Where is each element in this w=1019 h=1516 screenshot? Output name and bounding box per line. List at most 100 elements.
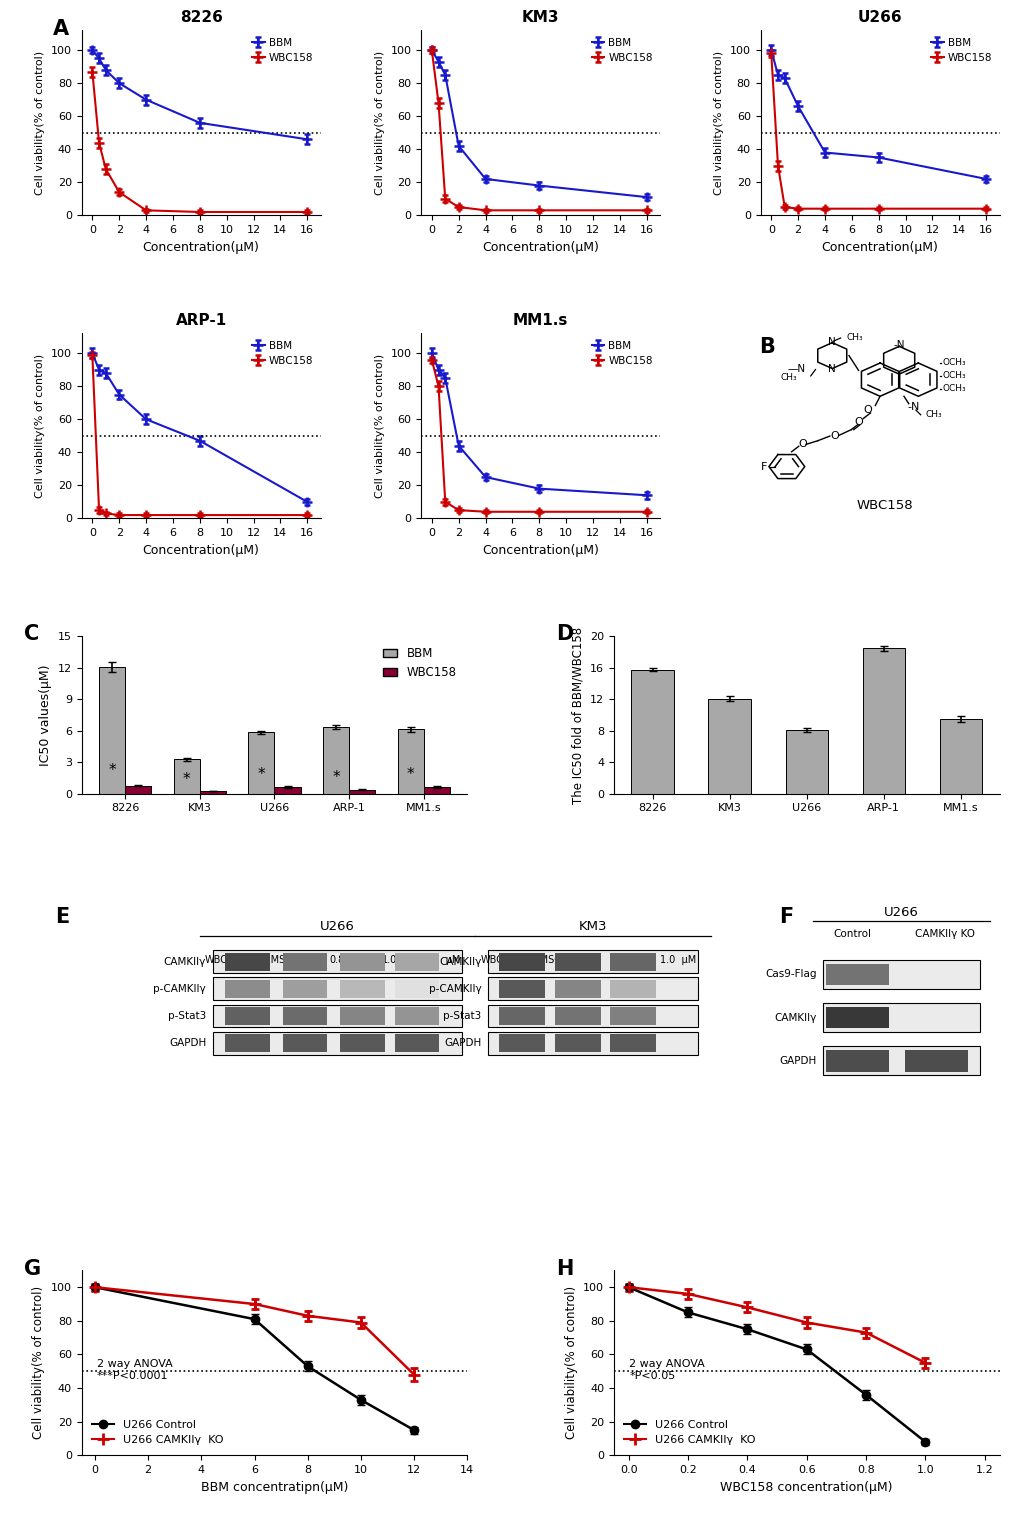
Text: H: H bbox=[555, 1260, 573, 1280]
Bar bbox=[785, 731, 827, 794]
X-axis label: WBC158 concentration(μM): WBC158 concentration(μM) bbox=[719, 1481, 892, 1493]
FancyBboxPatch shape bbox=[213, 1032, 462, 1055]
FancyBboxPatch shape bbox=[282, 979, 327, 998]
Text: N: N bbox=[827, 337, 836, 347]
X-axis label: Concentration(μM): Concentration(μM) bbox=[143, 544, 259, 556]
Text: GAPDH: GAPDH bbox=[444, 1038, 481, 1048]
Text: OCH₃: OCH₃ bbox=[942, 358, 965, 367]
Text: O: O bbox=[853, 417, 862, 428]
Title: 8226: 8226 bbox=[179, 11, 222, 24]
Bar bbox=[397, 729, 423, 794]
Text: OCH₃: OCH₃ bbox=[942, 371, 965, 381]
Text: C: C bbox=[23, 625, 39, 644]
Bar bbox=[274, 787, 301, 794]
FancyBboxPatch shape bbox=[339, 1034, 384, 1052]
FancyBboxPatch shape bbox=[282, 1034, 327, 1052]
Text: 0.8: 0.8 bbox=[329, 955, 344, 966]
FancyBboxPatch shape bbox=[282, 952, 327, 970]
Y-axis label: Cell viability(% of control): Cell viability(% of control) bbox=[374, 50, 384, 196]
Text: U266: U266 bbox=[320, 920, 355, 934]
FancyBboxPatch shape bbox=[339, 952, 384, 970]
Text: —N: —N bbox=[787, 364, 805, 374]
FancyBboxPatch shape bbox=[554, 952, 601, 970]
Text: p-CAMKIIγ: p-CAMKIIγ bbox=[428, 984, 481, 994]
X-axis label: BBM concentratipn(μM): BBM concentratipn(μM) bbox=[201, 1481, 347, 1493]
Title: KM3: KM3 bbox=[522, 11, 558, 24]
Legend: BBM, WBC158: BBM, WBC158 bbox=[928, 35, 994, 65]
Bar bbox=[248, 732, 274, 794]
Bar bbox=[708, 699, 750, 794]
X-axis label: Concentration(μM): Concentration(μM) bbox=[143, 241, 259, 253]
Title: ARP-1: ARP-1 bbox=[175, 314, 226, 327]
FancyBboxPatch shape bbox=[394, 1034, 439, 1052]
Text: *: * bbox=[182, 772, 191, 787]
Text: GAPDH: GAPDH bbox=[779, 1057, 816, 1066]
FancyBboxPatch shape bbox=[498, 1007, 544, 1025]
FancyBboxPatch shape bbox=[394, 1007, 439, 1025]
Text: -N: -N bbox=[893, 341, 904, 350]
Text: Control: Control bbox=[833, 929, 870, 938]
X-axis label: Concentration(μM): Concentration(μM) bbox=[482, 544, 598, 556]
Text: N: N bbox=[827, 364, 836, 374]
Y-axis label: IC50 values(μM): IC50 values(μM) bbox=[39, 664, 52, 766]
Text: OCH₃: OCH₃ bbox=[942, 385, 965, 393]
Text: WBC158: WBC158 bbox=[480, 955, 522, 966]
Text: 1.2  μM: 1.2 μM bbox=[424, 955, 460, 966]
Legend: BBM, WBC158: BBM, WBC158 bbox=[589, 338, 654, 368]
Text: CH₃: CH₃ bbox=[781, 373, 797, 382]
Text: 1.0  μM: 1.0 μM bbox=[659, 955, 696, 966]
FancyBboxPatch shape bbox=[488, 1005, 697, 1028]
FancyBboxPatch shape bbox=[904, 1007, 967, 1028]
FancyBboxPatch shape bbox=[821, 1004, 979, 1032]
Y-axis label: Cell viability(% of control): Cell viability(% of control) bbox=[713, 50, 723, 196]
FancyBboxPatch shape bbox=[213, 978, 462, 1001]
Y-axis label: Cell viability(% of control): Cell viability(% of control) bbox=[374, 353, 384, 497]
FancyBboxPatch shape bbox=[825, 1051, 889, 1072]
Legend: U266 Control, U266 CAMKIIγ  KO: U266 Control, U266 CAMKIIγ KO bbox=[87, 1416, 227, 1449]
Legend: BBM, WBC158: BBM, WBC158 bbox=[378, 643, 461, 684]
Text: A: A bbox=[53, 20, 69, 39]
FancyBboxPatch shape bbox=[394, 979, 439, 998]
Bar bbox=[323, 728, 348, 794]
Text: *: * bbox=[332, 770, 339, 785]
Text: O: O bbox=[829, 431, 839, 441]
FancyBboxPatch shape bbox=[825, 1007, 889, 1028]
FancyBboxPatch shape bbox=[488, 978, 697, 1001]
FancyBboxPatch shape bbox=[554, 1007, 601, 1025]
Text: -N: -N bbox=[907, 402, 919, 412]
Text: CH₃: CH₃ bbox=[924, 409, 942, 418]
Text: GAPDH: GAPDH bbox=[169, 1038, 206, 1048]
X-axis label: Concentration(μM): Concentration(μM) bbox=[482, 241, 598, 253]
Text: F: F bbox=[760, 461, 766, 471]
FancyBboxPatch shape bbox=[213, 951, 462, 973]
Text: p-Stat3: p-Stat3 bbox=[168, 1011, 206, 1022]
Title: MM1.s: MM1.s bbox=[513, 314, 568, 327]
FancyBboxPatch shape bbox=[488, 951, 697, 973]
FancyBboxPatch shape bbox=[394, 952, 439, 970]
Text: WBC158: WBC158 bbox=[205, 955, 247, 966]
Text: CH₃: CH₃ bbox=[846, 332, 862, 341]
Y-axis label: Cell viability(% of control): Cell viability(% of control) bbox=[36, 50, 45, 196]
Text: *: * bbox=[407, 767, 414, 782]
Text: E: E bbox=[55, 907, 69, 926]
FancyBboxPatch shape bbox=[821, 1046, 979, 1075]
Text: 1.0: 1.0 bbox=[382, 955, 397, 966]
Legend: U266 Control, U266 CAMKIIγ  KO: U266 Control, U266 CAMKIIγ KO bbox=[619, 1416, 759, 1449]
Text: O: O bbox=[797, 440, 806, 449]
Text: O: O bbox=[863, 405, 871, 415]
FancyBboxPatch shape bbox=[554, 1034, 601, 1052]
FancyBboxPatch shape bbox=[213, 1005, 462, 1028]
FancyBboxPatch shape bbox=[904, 964, 967, 985]
Y-axis label: Cell viability(% of control): Cell viability(% of control) bbox=[33, 1286, 45, 1439]
FancyBboxPatch shape bbox=[554, 979, 601, 998]
Bar bbox=[99, 667, 125, 794]
Text: 2 way ANOVA
*P<0.05: 2 way ANOVA *P<0.05 bbox=[629, 1360, 704, 1381]
FancyBboxPatch shape bbox=[498, 1034, 544, 1052]
Bar bbox=[348, 790, 375, 794]
X-axis label: Concentration(μM): Concentration(μM) bbox=[821, 241, 937, 253]
FancyBboxPatch shape bbox=[225, 979, 270, 998]
Text: KM3: KM3 bbox=[578, 920, 606, 934]
FancyBboxPatch shape bbox=[609, 1034, 655, 1052]
Bar bbox=[862, 649, 904, 794]
FancyBboxPatch shape bbox=[609, 952, 655, 970]
